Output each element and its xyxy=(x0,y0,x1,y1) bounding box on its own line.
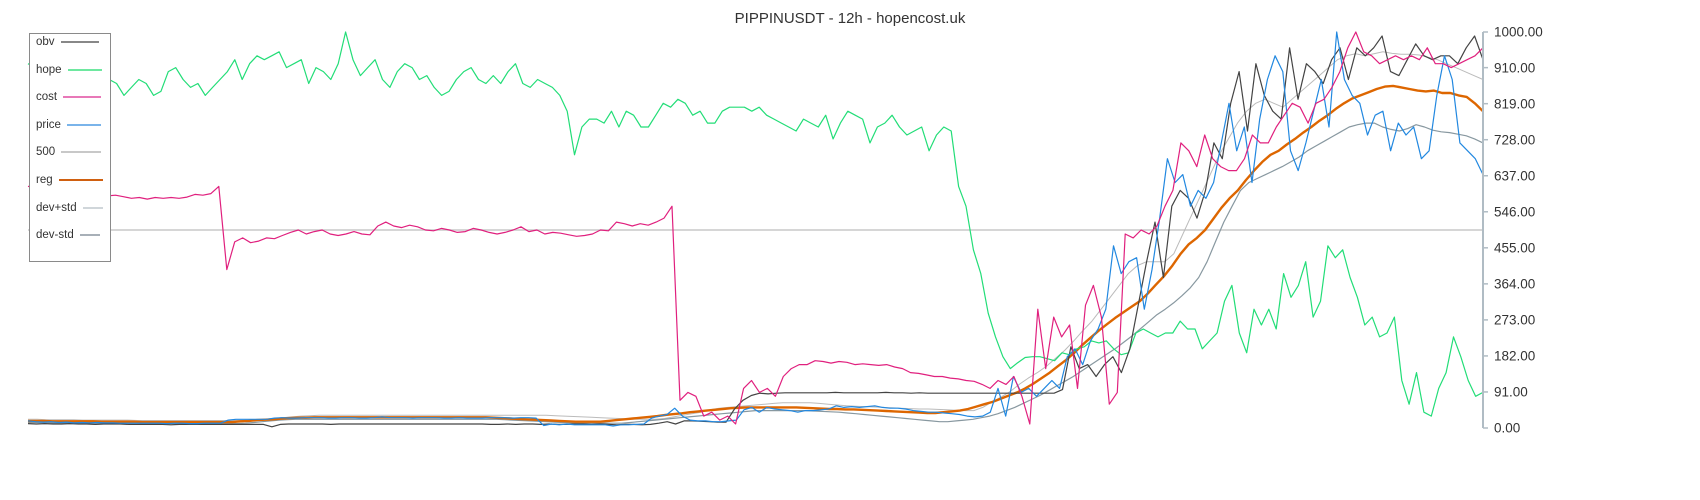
legend-item-hope[interactable]: hope xyxy=(36,62,102,78)
cost-line-swatch-icon xyxy=(63,96,102,98)
y-tick-label: 182.00 xyxy=(1494,348,1536,364)
series-layer xyxy=(27,31,1484,428)
price-line-swatch-icon xyxy=(66,124,101,126)
legend-item-cost[interactable]: cost xyxy=(36,89,102,105)
y-tick-label: 728.00 xyxy=(1494,132,1536,148)
legend-label: dev-std xyxy=(36,229,74,241)
legend-item-obv[interactable]: obv xyxy=(36,34,99,50)
series-line-reg xyxy=(28,84,1484,424)
dev-minus-std-line-swatch-icon xyxy=(79,234,100,236)
legend-item-dev-plus-std[interactable]: dev+std xyxy=(36,200,103,216)
dev-plus-std-line-swatch-icon xyxy=(82,207,103,209)
y-tick-label: 1000.00 xyxy=(1494,24,1543,40)
legend-item-500[interactable]: 500 xyxy=(36,144,102,160)
series-line-price xyxy=(27,31,1484,427)
y-tick-label: 91.00 xyxy=(1494,384,1528,400)
y-tick-label: 819.00 xyxy=(1494,96,1536,112)
y-tick-label: 364.00 xyxy=(1494,276,1536,292)
y-tick-label: 546.00 xyxy=(1494,204,1536,220)
series-line-dev-plus-std xyxy=(28,51,1484,421)
y-tick-label: 455.00 xyxy=(1494,240,1536,256)
legend-label: cost xyxy=(36,91,58,103)
hope-line-swatch-icon xyxy=(67,69,102,71)
500-line-swatch-icon xyxy=(61,151,102,153)
series-line-obv xyxy=(27,35,1484,428)
y-axis xyxy=(1482,31,1488,429)
reg-line-swatch-icon xyxy=(58,179,103,181)
legend-label: reg xyxy=(36,174,53,186)
legend-label: dev+std xyxy=(36,202,77,214)
series-line-hope xyxy=(27,31,1484,417)
legend-label: hope xyxy=(36,64,62,76)
y-tick-label: 0.00 xyxy=(1494,420,1521,436)
legend-label: obv xyxy=(36,36,55,48)
legend: obv hope cost price 500 reg dev+std dev-… xyxy=(29,33,111,262)
chart-title: PIPPINUSDT - 12h - hopencost.uk xyxy=(734,10,966,27)
legend-item-dev-minus-std[interactable]: dev-std xyxy=(36,227,100,243)
legend-item-price[interactable]: price xyxy=(36,117,101,133)
series-line-dev-std xyxy=(28,122,1484,425)
legend-item-reg[interactable]: reg xyxy=(36,172,103,188)
y-tick-label: 273.00 xyxy=(1494,312,1536,328)
y-tick-label: 637.00 xyxy=(1494,168,1536,184)
legend-label: price xyxy=(36,119,61,131)
series-line-cost xyxy=(27,31,1484,425)
obv-line-swatch-icon xyxy=(60,41,99,43)
legend-label: 500 xyxy=(36,146,56,158)
y-tick-label: 910.00 xyxy=(1494,60,1536,76)
